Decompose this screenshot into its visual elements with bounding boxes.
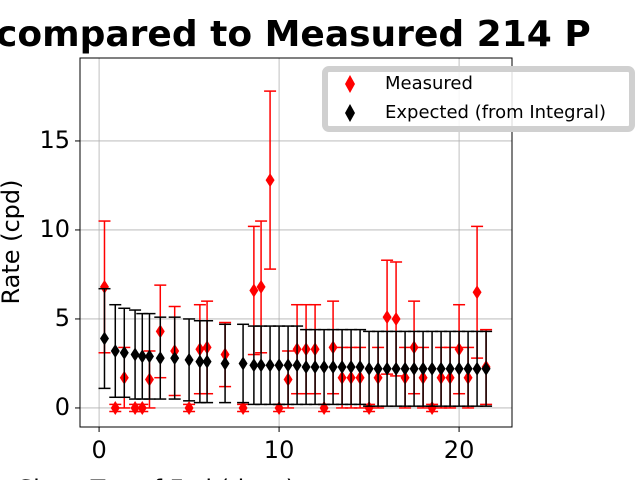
point <box>481 361 491 376</box>
plot-frame <box>79 57 513 428</box>
point <box>170 351 180 366</box>
point <box>119 345 129 360</box>
point <box>184 400 194 415</box>
legend-label: Measured <box>385 73 473 94</box>
point <box>427 400 437 415</box>
point <box>382 361 392 376</box>
point <box>382 310 392 325</box>
point <box>155 351 165 366</box>
point <box>265 173 275 188</box>
point <box>256 358 266 373</box>
point <box>110 343 120 358</box>
point <box>328 360 338 375</box>
point <box>144 349 154 364</box>
point <box>436 361 446 376</box>
point <box>110 400 120 415</box>
y-tick-label: 15 <box>39 126 70 154</box>
point <box>99 279 109 294</box>
x-tick-label: 0 <box>91 436 106 464</box>
legend-box <box>322 66 635 132</box>
point <box>238 356 248 371</box>
point <box>99 331 109 346</box>
point <box>391 361 401 376</box>
point <box>427 361 437 376</box>
point <box>409 361 419 376</box>
point <box>319 360 329 375</box>
y-tick-label: 5 <box>55 304 70 332</box>
point <box>472 285 482 300</box>
point <box>137 349 147 364</box>
point <box>346 360 356 375</box>
point <box>195 354 205 369</box>
point <box>292 358 302 373</box>
point <box>249 283 259 298</box>
chart-title: compared to Measured 214 P <box>0 14 591 55</box>
point <box>265 358 275 373</box>
x-tick-label: 10 <box>264 436 295 464</box>
y-tick-label: 10 <box>39 215 70 243</box>
point <box>355 360 365 375</box>
point <box>445 361 455 376</box>
y-tick-label: 0 <box>55 393 70 421</box>
point <box>238 400 248 415</box>
point <box>472 361 482 376</box>
point <box>463 361 473 376</box>
legend-marker <box>345 75 355 93</box>
y-axis-label: Rate (cpd) <box>0 179 25 304</box>
point <box>249 358 259 373</box>
point <box>301 360 311 375</box>
point <box>137 400 147 415</box>
point <box>364 361 374 376</box>
point <box>256 279 266 294</box>
point <box>130 347 140 362</box>
point <box>220 356 230 371</box>
point <box>373 361 383 376</box>
point <box>274 358 284 373</box>
point <box>310 360 320 375</box>
point <box>418 361 428 376</box>
point <box>454 361 464 376</box>
legend: Measured Expected (from Integral) <box>322 66 635 132</box>
point <box>184 352 194 367</box>
point <box>202 354 212 369</box>
point <box>391 311 401 326</box>
point <box>364 400 374 415</box>
point <box>337 360 347 375</box>
x-tick-label: 20 <box>444 436 475 464</box>
point <box>400 361 410 376</box>
legend-marker <box>345 104 355 122</box>
legend-label: Expected (from Integral) <box>385 102 606 123</box>
point <box>283 358 293 373</box>
x-axis-label: Time Since Top of Fed (days) <box>0 475 295 480</box>
